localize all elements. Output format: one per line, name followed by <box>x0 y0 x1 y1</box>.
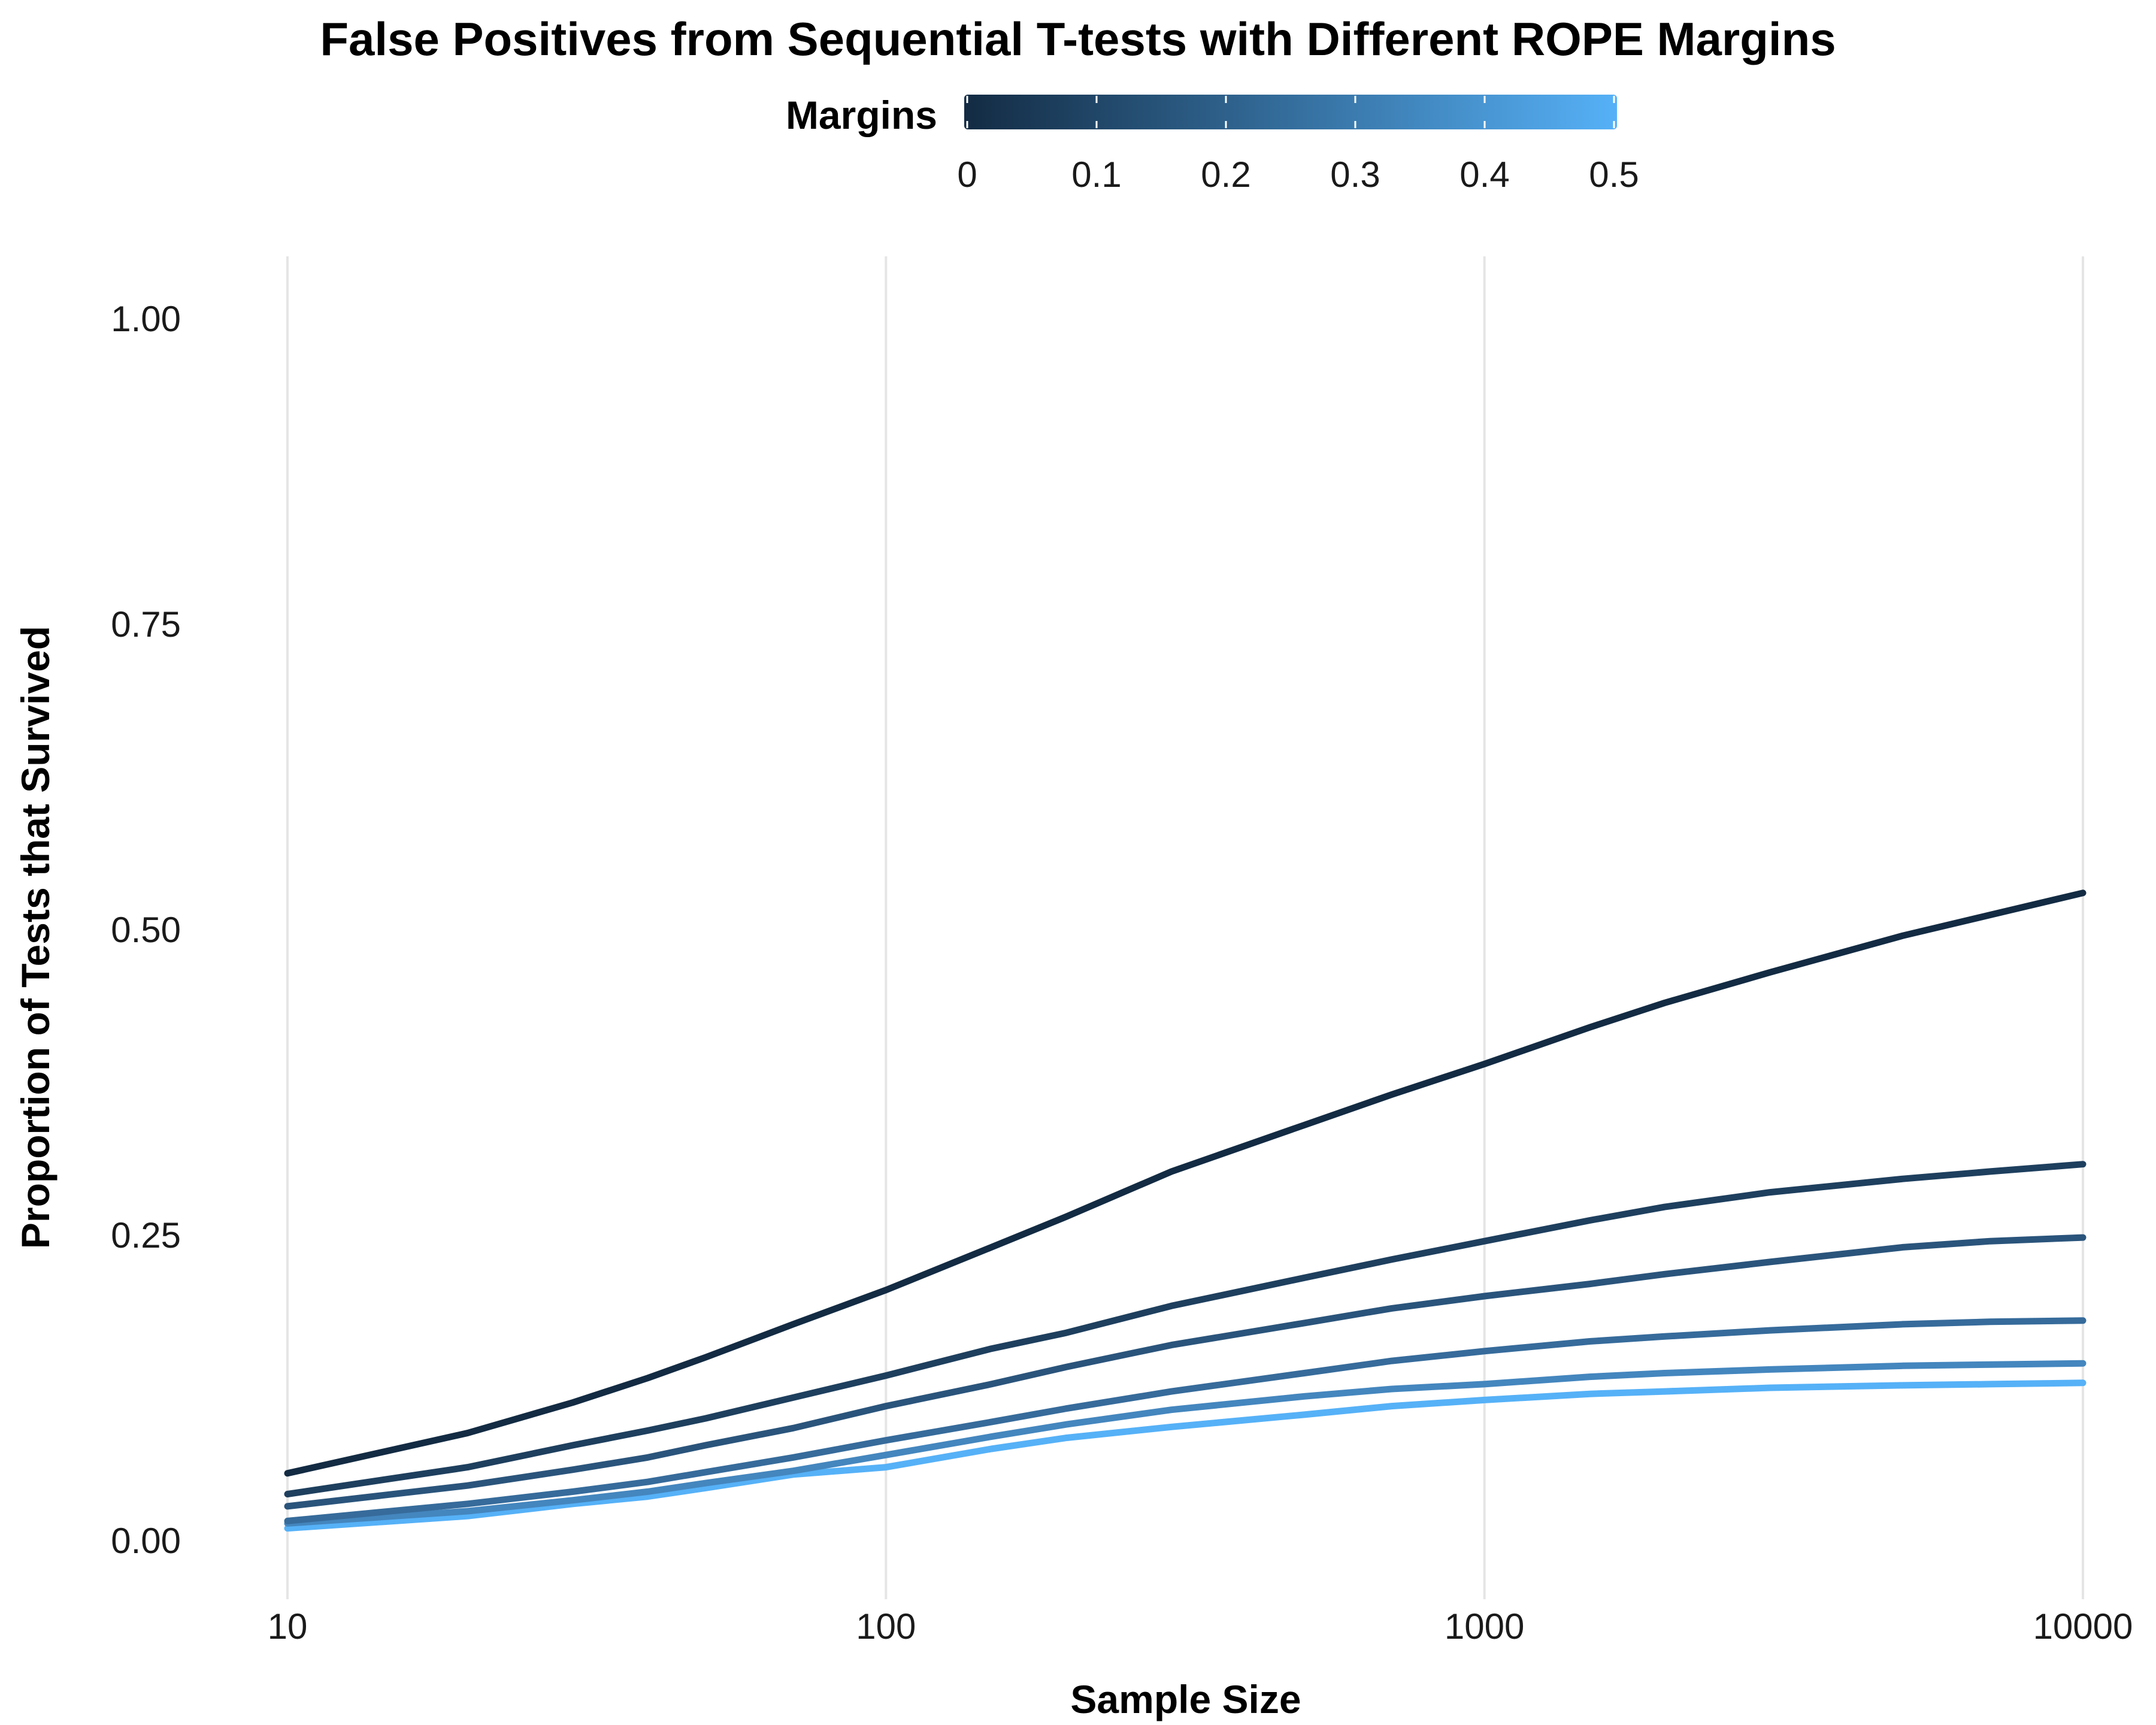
series-line-margin-0-2 <box>284 1234 2087 1510</box>
series-line-margin-0-4 <box>284 1360 2087 1527</box>
x-tick-label: 1000 <box>1445 1606 1524 1647</box>
series-line-margin-0-3 <box>284 1317 2087 1524</box>
x-tick-label: 10 <box>268 1606 308 1647</box>
y-tick-label: 0.00 <box>111 1521 181 1561</box>
x-tick-label: 100 <box>856 1606 916 1647</box>
colorbar-tick-label: 0 <box>957 155 977 195</box>
x-axis-title: Sample Size <box>1070 1677 1301 1721</box>
chart-title: False Positives from Sequential T-tests … <box>320 13 1836 65</box>
legend-colorbar-ticks: 0 0.1 0.2 0.3 0.4 0.5 <box>957 96 1639 195</box>
series-line-margin-0 <box>284 889 2087 1477</box>
legend-colorbar <box>964 95 1617 129</box>
y-axis-ticks: 0.00 0.25 0.50 0.75 1.00 <box>111 299 181 1561</box>
colorbar-tick-label: 0.4 <box>1459 155 1509 195</box>
y-tick-label: 0.25 <box>111 1215 181 1255</box>
y-axis-title: Proportion of Tests that Survived <box>13 626 57 1249</box>
series-line-margin-0-5 <box>284 1379 2087 1532</box>
colorbar-tick-label: 0.3 <box>1330 155 1380 195</box>
colorbar-tick-label: 0.5 <box>1589 155 1639 195</box>
colorbar-tick-label: 0.1 <box>1071 155 1121 195</box>
y-tick-label: 0.50 <box>111 910 181 950</box>
series-line-margin-0-1 <box>284 1161 2087 1497</box>
y-tick-label: 0.75 <box>111 604 181 644</box>
gridlines <box>286 256 2084 1599</box>
legend-title: Margins <box>786 93 937 137</box>
x-axis-ticks: 10 100 1000 10000 <box>268 1606 2133 1647</box>
series-lines <box>284 889 2087 1532</box>
colorbar-tick-label: 0.2 <box>1201 155 1250 195</box>
x-tick-label: 10000 <box>2033 1606 2133 1647</box>
y-tick-label: 1.00 <box>111 299 181 339</box>
